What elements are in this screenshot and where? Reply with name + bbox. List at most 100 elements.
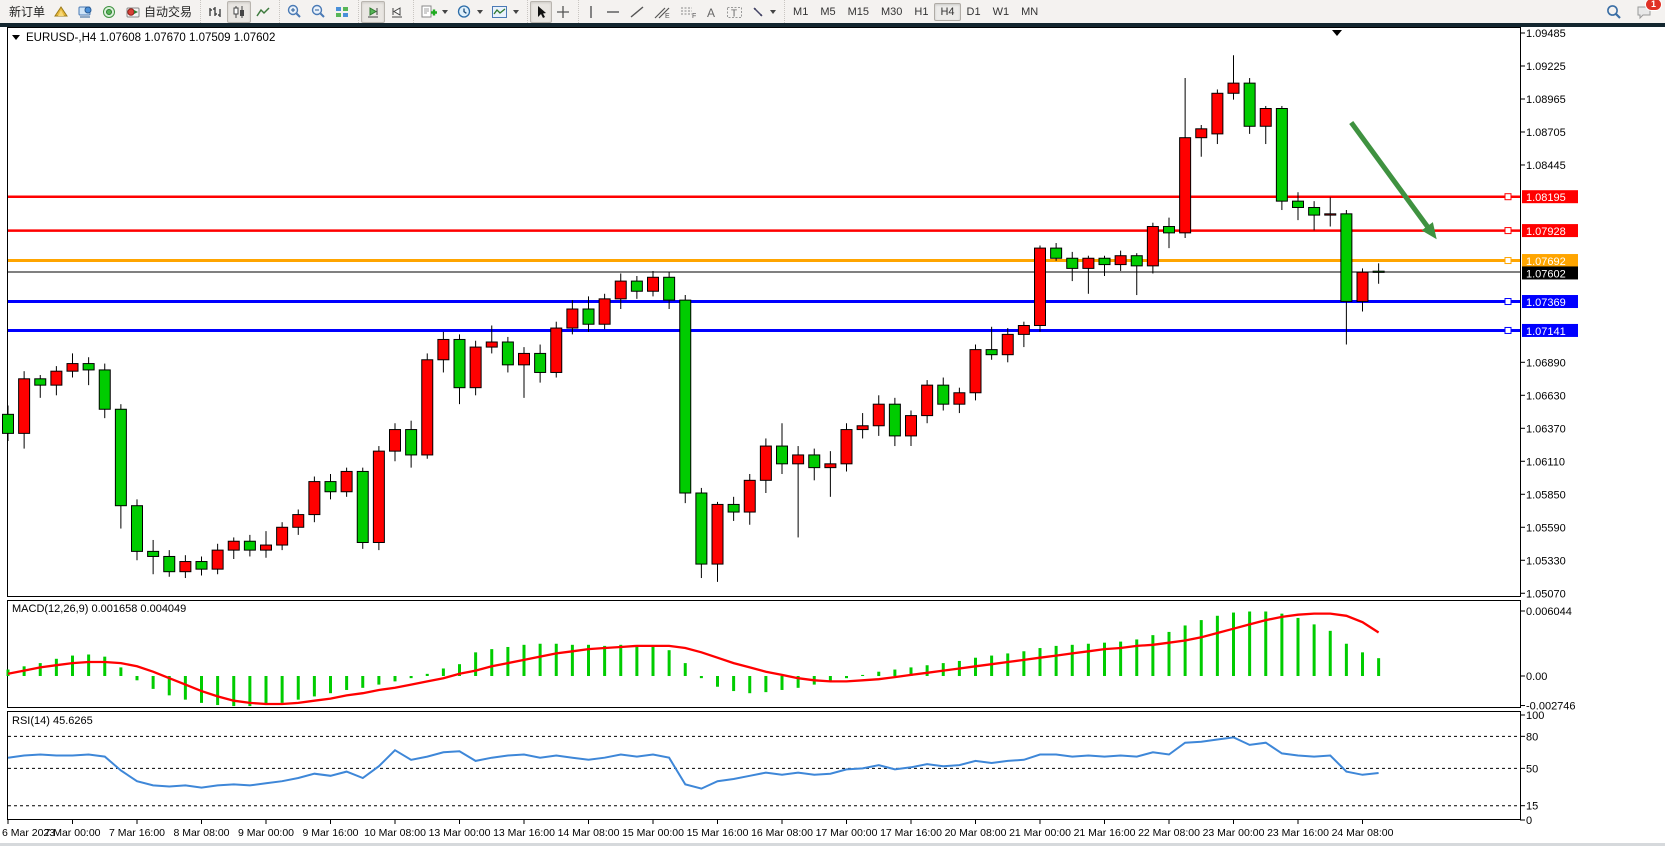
rsi-axis-label: 80: [1526, 731, 1538, 743]
timeframe-D1[interactable]: D1: [966, 5, 981, 18]
timeframe-M15[interactable]: M15: [847, 5, 869, 18]
market-watch-icon: [53, 5, 69, 19]
candle: [147, 539, 160, 575]
fibonacci-button[interactable]: F: [675, 1, 701, 23]
candle: [1066, 251, 1079, 282]
new-order-label: 新订单: [9, 5, 46, 19]
price-tick-label: 1.05850: [1526, 489, 1566, 501]
time-tick-label: 10 Mar 08:00: [364, 827, 426, 839]
candle: [808, 448, 821, 481]
level-line-handle[interactable]: [1504, 257, 1512, 265]
new-order-button[interactable]: 新订单: [5, 1, 49, 23]
price-tick-label: 1.05590: [1526, 522, 1566, 534]
time-tick-label: 7 Mar 16:00: [109, 827, 165, 839]
bid-price-tag: 1.07602: [1522, 266, 1578, 280]
signals-button[interactable]: [97, 1, 121, 23]
timeframe-M1[interactable]: M1: [793, 5, 809, 18]
candle: [1340, 210, 1353, 345]
time-tick-label: 7 Mar 00:00: [44, 827, 100, 839]
candle: [1163, 217, 1175, 249]
window-bottom-strip: [0, 843, 1665, 846]
candle: [340, 467, 353, 497]
periods-button[interactable]: [452, 1, 487, 23]
candle: [905, 410, 917, 447]
cursor-icon: [534, 5, 548, 19]
chart-shift-button[interactable]: [385, 1, 409, 23]
chart-area[interactable]: 1.09485 1.09225 1.08965 1.08705 1.08445 1.068…: [0, 27, 1665, 846]
candlestick-chart-button[interactable]: [227, 0, 252, 23]
timeframe-H1[interactable]: H1: [914, 5, 929, 18]
candle: [1211, 89, 1224, 145]
tile-windows-button[interactable]: [330, 1, 354, 23]
text-label-button[interactable]: T: [722, 1, 747, 23]
candle: [743, 473, 756, 525]
timeframe-W1[interactable]: W1: [992, 5, 1010, 18]
candle: [1308, 201, 1321, 231]
candle: [372, 446, 385, 551]
tile-windows-icon: [334, 5, 350, 19]
notification-badge: 1: [1645, 0, 1662, 11]
timeframe-M5[interactable]: M5: [820, 5, 836, 18]
price-tick-label: 1.09225: [1526, 61, 1566, 73]
time-tick-label: 22 Mar 08:00: [1138, 827, 1200, 839]
time-tick-label: 21 Mar 00:00: [1009, 827, 1071, 839]
candle: [518, 347, 530, 398]
price-axis[interactable]: 1.09485 1.09225 1.08965 1.08705 1.08445 1.068…: [1520, 28, 1578, 600]
svg-text:1.08195: 1.08195: [1526, 192, 1566, 204]
candle: [308, 476, 321, 523]
window-divider: [0, 23, 1665, 27]
crosshair-button[interactable]: [552, 1, 574, 23]
search-button[interactable]: [1601, 1, 1626, 23]
timeframe-MN[interactable]: MN: [1021, 5, 1039, 18]
price-tick-label: 1.06370: [1526, 423, 1566, 435]
autotrading-button[interactable]: 自动交易: [121, 1, 196, 23]
candle: [501, 336, 514, 373]
timeframe-H4[interactable]: H4: [934, 2, 961, 21]
bar-chart-button[interactable]: [203, 1, 227, 23]
metaeditor-button[interactable]: [73, 1, 97, 23]
rsi-line: [7, 736, 1379, 790]
candle: [98, 363, 111, 419]
svg-text:T: T: [731, 8, 737, 19]
indicators-button[interactable]: [416, 1, 452, 23]
market-watch-button[interactable]: [49, 1, 73, 23]
time-tick-label: 20 Mar 08:00: [945, 827, 1007, 839]
level-line-handle[interactable]: [1504, 326, 1512, 334]
candle: [453, 334, 466, 405]
price-tick-label: 1.06630: [1526, 390, 1566, 402]
level-line-handle[interactable]: [1504, 193, 1512, 201]
candle: [260, 531, 272, 558]
candle: [179, 555, 192, 579]
auto-scroll-button[interactable]: [361, 0, 386, 23]
trend-arrow-annotation[interactable]: [1349, 120, 1437, 240]
rsi-axis-label: 100: [1526, 710, 1544, 722]
collapse-icon[interactable]: [12, 35, 20, 40]
arrows-icon: [751, 5, 765, 19]
candle: [1034, 245, 1046, 332]
timeframe-M30[interactable]: M30: [881, 5, 903, 18]
templates-caret-icon: [513, 9, 520, 14]
svg-text:A: A: [707, 6, 715, 19]
candle: [66, 353, 79, 378]
arrows-button[interactable]: [747, 1, 780, 23]
candle: [856, 413, 869, 439]
rsi-indicator: RSI(14) 45.6265 100 80 50 15 0: [7, 710, 1544, 827]
zoom-in-button[interactable]: [282, 1, 306, 23]
scroll-marker-icon: [1332, 30, 1342, 36]
zoom-out-button[interactable]: [306, 1, 330, 23]
cursor-button[interactable]: [530, 0, 553, 23]
templates-button[interactable]: [487, 1, 523, 23]
channel-button[interactable]: E: [649, 1, 675, 23]
vertical-line-button[interactable]: [581, 1, 601, 23]
svg-text:F: F: [692, 13, 696, 19]
text-button[interactable]: A: [701, 1, 722, 23]
chat-button[interactable]: 1: [1632, 0, 1662, 23]
line-chart-button[interactable]: [251, 1, 275, 23]
level-line-handle[interactable]: [1504, 227, 1512, 235]
time-tick-label: 9 Mar 16:00: [302, 827, 358, 839]
trendline-button[interactable]: [625, 1, 649, 23]
horizontal-line-button[interactable]: [601, 1, 625, 23]
level-line-handle[interactable]: [1504, 298, 1512, 306]
svg-text:1.07141: 1.07141: [1526, 326, 1566, 338]
